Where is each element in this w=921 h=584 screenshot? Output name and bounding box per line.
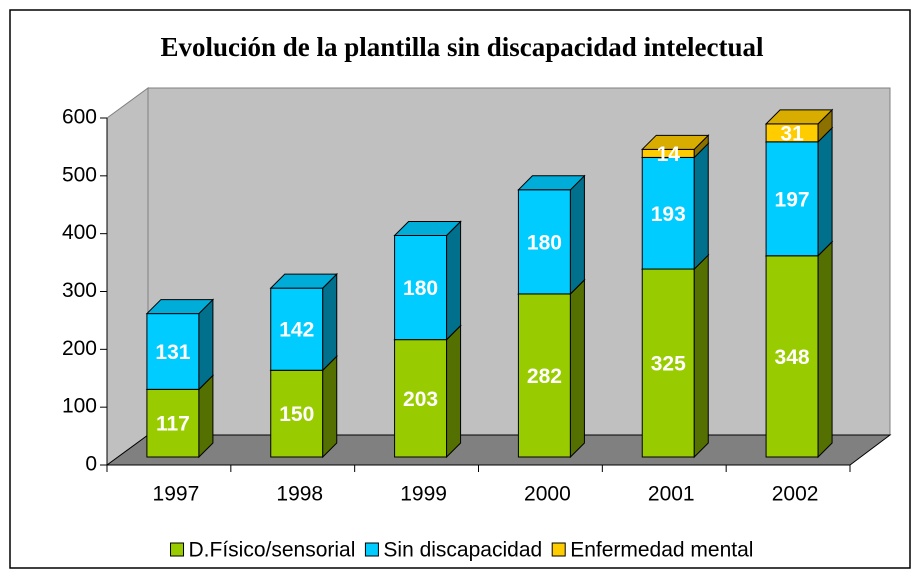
value-label: 282 — [527, 365, 562, 388]
x-tick-label: 1999 — [400, 483, 447, 506]
value-label: 31 — [780, 122, 804, 145]
y-tick-label: 300 — [62, 279, 97, 302]
value-label: 348 — [775, 346, 810, 369]
bar-front — [641, 156, 695, 270]
bar-side — [817, 126, 833, 257]
bar-side — [322, 272, 338, 372]
value-label: 325 — [651, 353, 686, 376]
bar-side — [198, 298, 214, 391]
legend-swatch — [170, 542, 185, 557]
bar-side — [446, 324, 462, 459]
value-label: 131 — [155, 341, 190, 364]
bar-side — [693, 142, 709, 271]
value-label: 197 — [775, 188, 810, 211]
legend-label: Sin discapacidad — [383, 539, 542, 562]
legend-label: D.Físico/sensorial — [189, 539, 356, 562]
bar-side — [322, 355, 338, 459]
bar — [393, 220, 462, 341]
y-tick-label: 200 — [62, 337, 97, 360]
bar-top — [393, 220, 462, 236]
bar — [641, 134, 710, 159]
bar — [764, 108, 834, 144]
legend-label: Enfermedad mental — [570, 539, 753, 562]
bar-front — [270, 369, 324, 458]
x-tick-label: 2001 — [648, 483, 695, 506]
y-tick-label: 0 — [85, 453, 97, 476]
bar-side — [693, 253, 709, 459]
bar-top — [517, 175, 586, 191]
bar-top — [145, 299, 215, 315]
value-label: 14 — [657, 143, 681, 166]
value-label: 180 — [403, 277, 438, 300]
bar — [269, 272, 338, 372]
value-label: 203 — [403, 388, 438, 411]
bar-top — [764, 109, 834, 125]
bar-front — [517, 189, 571, 295]
x-tick-label: 1998 — [276, 483, 323, 506]
value-label: 142 — [279, 319, 314, 342]
value-label: 193 — [651, 203, 686, 226]
x-tick-label: 2002 — [772, 483, 819, 506]
value-label: 180 — [527, 231, 562, 254]
x-tick-label: 2000 — [524, 483, 571, 506]
value-label: 150 — [279, 403, 314, 426]
legend-swatch — [551, 542, 566, 557]
x-tick-label: 1997 — [153, 483, 200, 506]
bar-top — [641, 134, 710, 150]
bar — [517, 174, 586, 296]
bar-side — [569, 278, 585, 459]
bar — [269, 355, 338, 459]
bar-front — [641, 268, 695, 458]
bar — [145, 298, 215, 391]
bar-front — [270, 287, 324, 371]
y-tick-label: 400 — [62, 221, 97, 244]
y-tick-label: 100 — [62, 395, 97, 418]
bar-side — [569, 174, 585, 296]
bar-top — [269, 273, 338, 289]
value-label: 117 — [156, 413, 190, 436]
bar — [641, 253, 710, 459]
y-tick-label: 500 — [62, 163, 97, 186]
bar-front — [394, 234, 448, 341]
y-tick-label: 600 — [62, 106, 97, 129]
legend-swatch — [364, 542, 379, 557]
bar-side — [817, 240, 833, 459]
side-wall — [106, 87, 149, 466]
bar-side — [446, 220, 462, 341]
bar-front — [146, 388, 200, 458]
chart-title: Evolución de la plantilla sin discapacid… — [160, 32, 764, 62]
